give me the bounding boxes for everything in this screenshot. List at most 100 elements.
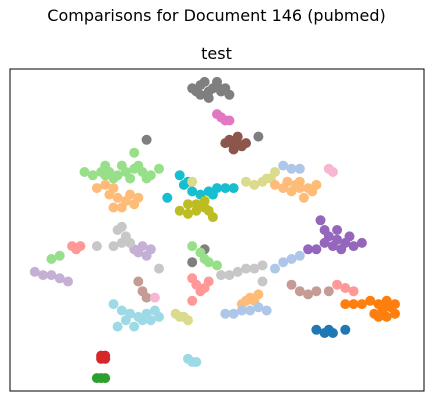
data-point-16-13 bbox=[257, 260, 268, 271]
data-point-23-1 bbox=[228, 308, 239, 319]
data-point-12-7 bbox=[303, 244, 314, 255]
data-point-4-0 bbox=[79, 167, 90, 177]
data-point-9-1 bbox=[286, 163, 297, 174]
data-point-0-10 bbox=[195, 89, 206, 100]
data-point-21-4 bbox=[245, 292, 256, 303]
data-point-0-8 bbox=[216, 86, 227, 97]
data-point-0-12 bbox=[203, 93, 214, 103]
data-point-19-3 bbox=[286, 279, 297, 290]
data-point-16-0 bbox=[91, 241, 102, 252]
data-point-24-6 bbox=[120, 315, 131, 326]
data-point-24-1 bbox=[116, 305, 127, 316]
data-point-23-4 bbox=[253, 302, 264, 313]
data-point-7-2 bbox=[249, 179, 260, 190]
data-point-27-3 bbox=[327, 328, 338, 338]
data-point-20-0 bbox=[149, 292, 160, 303]
data-point-12-0 bbox=[315, 215, 326, 226]
data-point-2-0 bbox=[187, 257, 198, 268]
data-point-18-1 bbox=[278, 257, 289, 268]
data-point-26-13 bbox=[377, 302, 388, 313]
data-point-16-8 bbox=[216, 270, 227, 281]
data-point-1-3 bbox=[224, 115, 235, 126]
data-point-26-11 bbox=[381, 311, 392, 322]
data-point-10-10 bbox=[294, 176, 305, 187]
data-point-13-4 bbox=[63, 276, 73, 287]
data-point-24-7 bbox=[129, 321, 140, 332]
data-point-17-0 bbox=[187, 241, 198, 252]
data-point-4-11 bbox=[133, 160, 144, 171]
data-point-8-6 bbox=[199, 196, 210, 206]
data-point-15-11 bbox=[348, 286, 359, 297]
data-point-3-6 bbox=[228, 144, 239, 155]
data-point-26-2 bbox=[356, 299, 367, 310]
data-point-6-10 bbox=[207, 189, 218, 200]
figure-title: Comparisons for Document 146 (pubmed) bbox=[47, 6, 386, 25]
data-point-23-5 bbox=[261, 305, 272, 316]
data-point-14-1 bbox=[54, 250, 65, 261]
data-point-12-13 bbox=[344, 231, 355, 242]
data-point-17-3 bbox=[203, 257, 214, 268]
data-point-9-0 bbox=[278, 160, 289, 171]
data-point-15-9 bbox=[332, 279, 343, 290]
data-point-8-4 bbox=[183, 208, 193, 219]
data-point-24-9 bbox=[145, 315, 156, 326]
data-point-18-3 bbox=[294, 250, 305, 261]
data-point-4-17 bbox=[100, 170, 111, 181]
data-point-4-15 bbox=[154, 163, 164, 174]
data-point-26-3 bbox=[365, 295, 376, 306]
data-point-5-3 bbox=[104, 189, 115, 200]
data-point-12-8 bbox=[332, 225, 343, 235]
data-point-24-0 bbox=[108, 299, 119, 310]
data-point-12-10 bbox=[336, 244, 347, 255]
data-point-19-6 bbox=[311, 286, 322, 297]
data-point-5-1 bbox=[100, 179, 111, 190]
data-point-14-0 bbox=[46, 254, 57, 264]
data-point-4-13 bbox=[125, 173, 136, 184]
data-point-26-10 bbox=[373, 311, 384, 322]
data-point-13-3 bbox=[54, 273, 65, 284]
data-point-3-5 bbox=[241, 138, 251, 149]
data-point-0-6 bbox=[199, 76, 210, 87]
data-point-6-2 bbox=[187, 186, 198, 197]
data-point-0-9 bbox=[224, 89, 235, 100]
data-point-0-11 bbox=[212, 76, 222, 87]
data-point-3-7 bbox=[232, 131, 243, 142]
data-point-15-2 bbox=[71, 244, 82, 255]
data-point-13-0 bbox=[29, 266, 40, 277]
data-point-23-3 bbox=[245, 305, 256, 316]
data-point-26-12 bbox=[390, 308, 400, 319]
data-point-24-14 bbox=[191, 357, 202, 367]
data-point-8-8 bbox=[203, 205, 214, 216]
data-point-5-10 bbox=[133, 192, 144, 203]
data-point-19-5 bbox=[303, 289, 314, 300]
axes-frame bbox=[9, 68, 425, 392]
data-point-4-1 bbox=[87, 170, 98, 181]
data-point-5-7 bbox=[116, 202, 127, 213]
data-point-16-12 bbox=[249, 263, 260, 274]
data-point-8-0 bbox=[174, 205, 185, 216]
data-point-27-0 bbox=[311, 324, 322, 335]
data-point-9-2 bbox=[294, 163, 305, 174]
data-point-27-4 bbox=[340, 324, 351, 335]
data-point-19-7 bbox=[323, 286, 334, 297]
data-point-5-4 bbox=[112, 192, 123, 203]
data-point-12-9 bbox=[356, 237, 367, 248]
data-point-2-3 bbox=[253, 131, 264, 142]
data-point-5-9 bbox=[125, 189, 136, 200]
data-point-13-8 bbox=[145, 244, 156, 255]
data-point-16-1 bbox=[108, 241, 119, 252]
data-point-16-9 bbox=[224, 270, 235, 281]
data-point-15-8 bbox=[187, 295, 198, 306]
data-point-4-10 bbox=[116, 160, 127, 171]
data-point-2-2 bbox=[141, 134, 152, 145]
data-point-6-0 bbox=[174, 170, 185, 181]
data-point-16-10 bbox=[232, 266, 243, 277]
data-point-18-0 bbox=[270, 263, 280, 274]
data-point-24-10 bbox=[154, 311, 164, 322]
data-point-18-2 bbox=[286, 254, 297, 264]
data-point-19-2 bbox=[141, 292, 152, 303]
data-point-10-7 bbox=[298, 192, 309, 203]
data-point-26-1 bbox=[348, 299, 359, 310]
data-point-28-3 bbox=[100, 353, 111, 364]
